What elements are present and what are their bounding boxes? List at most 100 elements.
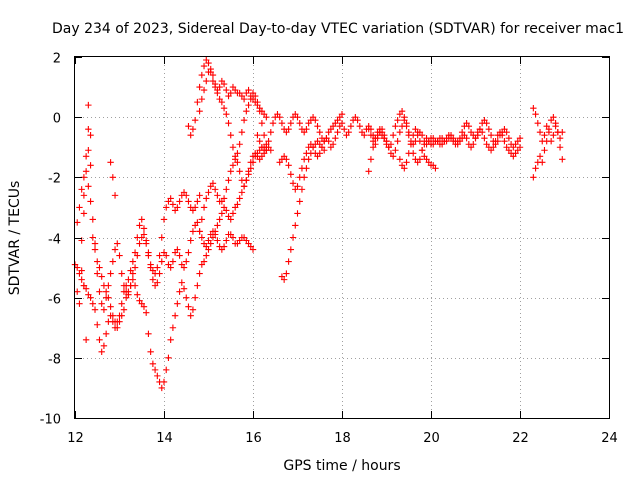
data-point — [158, 234, 165, 241]
data-point — [191, 204, 199, 211]
data-point — [405, 129, 412, 136]
data-point — [200, 204, 208, 211]
data-point — [229, 210, 237, 217]
data-point — [78, 276, 85, 283]
data-point — [198, 216, 206, 223]
data-point — [285, 162, 292, 169]
data-point — [536, 129, 544, 136]
data-point — [534, 119, 541, 127]
data-point — [367, 156, 375, 163]
data-point — [122, 282, 130, 289]
data-point — [114, 318, 121, 325]
data-point — [154, 279, 161, 286]
data-point — [556, 144, 564, 151]
data-point — [91, 306, 99, 313]
data-point — [80, 210, 88, 217]
data-point — [98, 273, 105, 280]
data-point — [285, 258, 292, 265]
data-point — [465, 122, 473, 130]
data-point — [401, 165, 408, 172]
data-point — [136, 222, 143, 229]
data-point — [89, 300, 96, 307]
data-point — [194, 198, 201, 205]
data-point — [180, 285, 188, 292]
data-point — [365, 168, 372, 175]
data-point — [234, 159, 241, 166]
data-point — [556, 135, 564, 142]
data-point — [245, 86, 252, 94]
data-point — [154, 372, 161, 380]
data-point — [289, 180, 297, 187]
data-point — [298, 186, 306, 193]
data-point — [109, 174, 117, 181]
y-tick-label: 0 — [53, 112, 61, 127]
data-point — [125, 276, 132, 283]
x-tick-label: 16 — [245, 431, 262, 446]
series-trace-o — [71, 101, 119, 343]
data-point — [85, 147, 92, 154]
data-point — [236, 141, 243, 148]
data-point — [300, 174, 308, 181]
data-point — [263, 144, 270, 151]
data-point — [287, 119, 295, 127]
data-point — [200, 86, 208, 94]
data-point — [140, 231, 148, 238]
data-point — [116, 252, 123, 259]
data-point — [174, 246, 181, 253]
data-point — [223, 237, 230, 244]
data-point — [198, 71, 206, 79]
data-point — [220, 104, 228, 112]
data-point — [109, 258, 117, 265]
data-point — [245, 168, 252, 175]
data-point — [107, 270, 114, 277]
data-point — [165, 354, 172, 362]
data-point — [416, 138, 424, 145]
data-point — [185, 303, 192, 310]
y-tick-label: -10 — [40, 413, 61, 428]
data-point — [205, 246, 212, 253]
data-point — [183, 192, 190, 199]
data-point — [276, 113, 283, 121]
data-point — [102, 330, 110, 337]
data-point — [227, 89, 234, 97]
data-point — [367, 132, 375, 139]
data-point — [163, 252, 170, 259]
plot-frame — [74, 56, 610, 419]
data-point — [107, 159, 114, 166]
data-point — [303, 165, 310, 172]
series-trace-h — [254, 110, 346, 154]
data-point — [189, 228, 197, 235]
data-point — [176, 288, 183, 295]
ticks-layer — [75, 57, 610, 419]
data-point — [211, 228, 219, 235]
data-point — [78, 267, 85, 274]
data-point — [187, 132, 194, 139]
data-point — [236, 195, 243, 202]
x-tick-label: 22 — [512, 431, 529, 446]
x-tick-label: 20 — [423, 431, 440, 446]
data-point — [227, 216, 234, 223]
series-trace-n — [530, 113, 566, 181]
data-point — [216, 216, 223, 223]
data-point — [147, 261, 154, 268]
data-point — [530, 174, 537, 181]
data-point — [225, 177, 232, 184]
data-point — [169, 258, 177, 265]
data-point — [214, 237, 221, 244]
data-point — [196, 83, 203, 91]
data-point — [316, 150, 323, 157]
data-point — [539, 159, 546, 166]
data-point — [398, 107, 406, 115]
data-point — [481, 135, 488, 142]
x-tick-label: 24 — [601, 431, 618, 446]
data-point — [156, 252, 163, 259]
data-point — [278, 119, 286, 127]
data-point — [196, 192, 203, 199]
data-point — [220, 243, 228, 250]
data-point — [223, 186, 230, 193]
points-layer — [71, 56, 566, 392]
data-point — [85, 101, 92, 109]
data-point — [198, 234, 206, 241]
